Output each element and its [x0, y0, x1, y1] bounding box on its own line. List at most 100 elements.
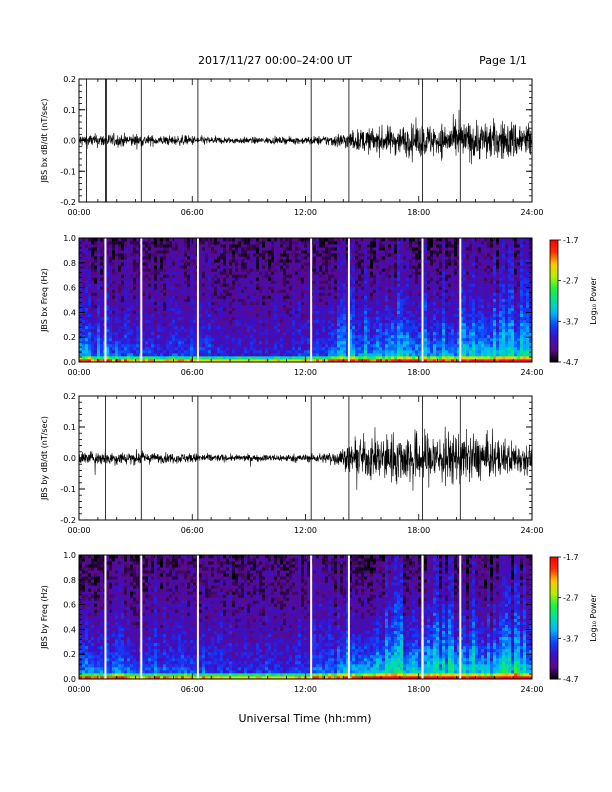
- spectrogram-cell: [319, 301, 323, 305]
- spectrogram-cell: [406, 322, 410, 327]
- spectrogram-cell: [172, 295, 176, 299]
- spectrogram-cell: [259, 277, 263, 281]
- spectrogram-cell: [184, 253, 188, 257]
- spectrogram-cell: [169, 319, 173, 324]
- spectrogram-cell: [403, 271, 407, 275]
- spectrogram-cell: [298, 247, 302, 251]
- spectrogram-cell: [304, 346, 308, 351]
- spectrogram-cell: [202, 307, 206, 311]
- spectrogram-cell: [232, 244, 236, 248]
- spectrogram-cell: [118, 346, 122, 351]
- spectrogram-cell: [289, 289, 293, 293]
- spectrogram-cell: [409, 328, 413, 333]
- spectrogram-cell: [211, 328, 215, 333]
- spectrogram-cell: [289, 259, 293, 263]
- spectrogram-cell: [415, 349, 419, 354]
- spectrogram-cell: [391, 316, 395, 321]
- spectrogram-cell: [343, 313, 347, 318]
- spectrogram-cell: [415, 298, 419, 302]
- spectrogram-cell: [268, 328, 272, 333]
- spectrogram-cell: [169, 238, 173, 242]
- spectrogram-cell: [94, 331, 98, 336]
- spectrogram-cell: [280, 319, 284, 324]
- spectrogram-cell: [397, 310, 401, 315]
- spectrogram-cell: [235, 253, 239, 257]
- spectrogram-cell: [100, 277, 104, 281]
- spectrogram-cell: [244, 328, 248, 333]
- spectrogram-cell: [292, 244, 296, 248]
- spectrogram-cell: [169, 268, 173, 272]
- spectrogram-cell: [232, 346, 236, 351]
- spectrogram-cell: [409, 301, 413, 305]
- spectrogram-cell: [148, 259, 152, 263]
- spectrogram-cell: [100, 340, 104, 345]
- spectrogram-cell: [406, 259, 410, 263]
- spectrogram-cell: [232, 256, 236, 260]
- spectrogram-cell: [82, 295, 86, 299]
- spectrogram-cell: [127, 295, 131, 299]
- spectrogram-cell: [304, 334, 308, 339]
- spectrogram-cell: [94, 313, 98, 318]
- spectrogram-cell: [412, 301, 416, 305]
- spectrogram-cell: [112, 316, 116, 321]
- spectrogram-cell: [169, 316, 173, 321]
- spectrogram-cell: [364, 268, 368, 272]
- spectrogram-cell: [220, 331, 224, 336]
- spectrogram-cell: [199, 349, 203, 354]
- spectrogram-cell: [109, 340, 113, 345]
- spectrogram-cell: [343, 319, 347, 324]
- spectrogram-cell: [298, 334, 302, 339]
- spectrogram-cell: [355, 247, 359, 251]
- spectrogram-cell: [301, 283, 305, 287]
- spectrogram-cell: [166, 331, 170, 336]
- spectrogram-cell: [229, 352, 233, 357]
- spectrogram-cell: [418, 247, 422, 251]
- spectrogram-cell: [94, 304, 98, 308]
- spectrogram-cell: [394, 313, 398, 318]
- spectrogram-cell: [97, 271, 101, 275]
- spectrogram-cell: [268, 256, 272, 260]
- spectrogram-cell: [406, 283, 410, 287]
- spectrogram-cell: [262, 274, 266, 278]
- spectrogram-cell: [205, 334, 209, 339]
- spectrogram-cell: [115, 337, 119, 342]
- spectrogram-cell: [121, 241, 125, 245]
- spectrogram-cell: [94, 280, 98, 284]
- spectrogram-cell: [265, 283, 269, 287]
- spectrogram-cell: [415, 295, 419, 299]
- spectrogram-cell: [109, 295, 113, 299]
- spectrogram-cell: [337, 316, 341, 321]
- spectrogram-cell: [148, 307, 152, 311]
- spectrogram-cell: [379, 295, 383, 299]
- spectrogram-cell: [187, 241, 191, 245]
- spectrogram-cell: [151, 256, 155, 260]
- spectrogram-cell: [238, 295, 242, 299]
- spectrogram-cell: [430, 283, 434, 287]
- spectrogram-cell: [373, 346, 377, 351]
- spectrogram-cell: [217, 268, 221, 272]
- spectrogram-cell: [217, 331, 221, 336]
- spectrogram-cell: [406, 268, 410, 272]
- spectrogram-cell: [352, 259, 356, 263]
- spectrogram-cell: [412, 331, 416, 336]
- spectrogram-cell: [205, 241, 209, 245]
- spectrogram-cell: [388, 319, 392, 324]
- spectrogram-cell: [148, 334, 152, 339]
- spectrogram-cell: [238, 271, 242, 275]
- spectrogram-cell: [331, 334, 335, 339]
- spectrogram-cell: [358, 316, 362, 321]
- spectrogram-cell: [319, 274, 323, 278]
- spectrogram-cell: [340, 334, 344, 339]
- spectrogram-cell: [304, 268, 308, 272]
- spectrogram-cell: [385, 352, 389, 357]
- spectrogram-cell: [274, 280, 278, 284]
- spectrogram-cell: [163, 328, 167, 333]
- spectrogram-cell: [223, 319, 227, 324]
- spectrogram-cell: [229, 271, 233, 275]
- spectrogram-cell: [124, 289, 128, 293]
- spectrogram-cell: [226, 325, 230, 330]
- spectrogram-cell: [322, 274, 326, 278]
- spectrogram-cell: [292, 259, 296, 263]
- spectrogram-cell: [334, 313, 338, 318]
- spectrogram-cell: [406, 352, 410, 357]
